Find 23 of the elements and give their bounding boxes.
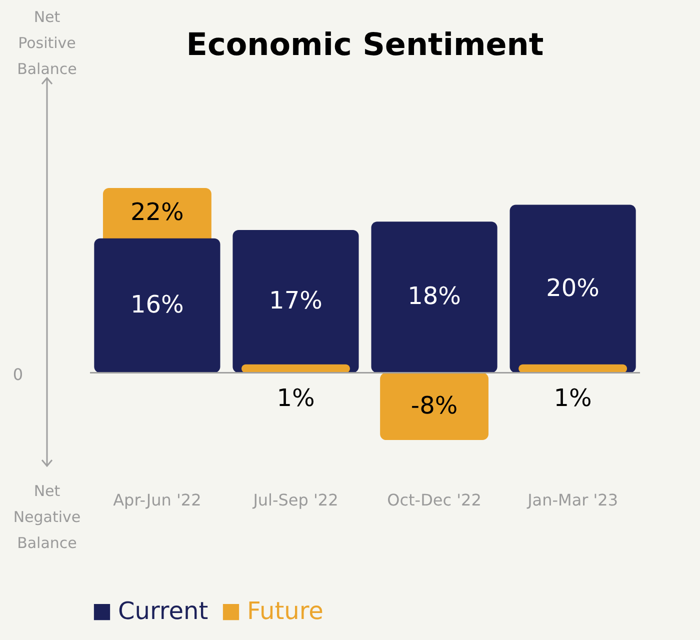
data-label: 16%: [130, 290, 184, 319]
x-tick-label: Jul-Sep '22: [252, 490, 338, 510]
data-label: 20%: [546, 274, 600, 302]
bar: [380, 372, 488, 440]
bar: [94, 238, 220, 373]
x-tick-label: Jan-Mar '23: [526, 490, 618, 510]
bar: [232, 230, 359, 373]
legend-label: Future: [247, 597, 324, 625]
data-label: 1%: [554, 384, 592, 412]
data-label: 22%: [130, 198, 184, 226]
bar: [371, 222, 498, 373]
bar: [510, 204, 636, 373]
text: Net Positive Balance: [16, 7, 78, 80]
data-label: 18%: [408, 282, 461, 310]
text: Net Negative Balance: [12, 481, 82, 554]
data-label: 1%: [276, 384, 315, 412]
x-tick-label: Apr-Jun '22: [113, 490, 202, 510]
x-tick-label: Oct-Dec '22: [387, 490, 482, 510]
data-label: 17%: [269, 286, 322, 314]
chart-title: Economic Sentiment: [186, 27, 544, 63]
data-label: -8%: [410, 391, 458, 420]
text: 0: [12, 364, 24, 386]
legend-label: Current: [118, 597, 208, 625]
